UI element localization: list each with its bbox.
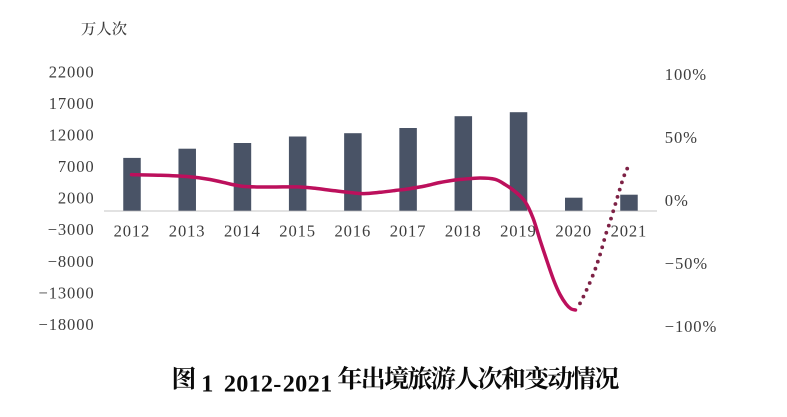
svg-text:2012-: 2012- [224,370,282,397]
svg-text:2021: 2021 [283,370,333,397]
svg-text:−8000: −8000 [48,252,95,271]
svg-text:2015: 2015 [279,222,316,241]
svg-text:−100%: −100% [665,317,717,336]
svg-text:50%: 50% [665,128,698,147]
svg-text:−50%: −50% [665,254,708,273]
svg-text:2019: 2019 [500,222,537,241]
svg-text:−3000: −3000 [48,220,95,239]
svg-text:2000: 2000 [58,189,95,208]
svg-text:1: 1 [201,370,213,397]
svg-text:2020: 2020 [555,222,592,241]
svg-text:22000: 22000 [49,63,95,82]
svg-text:2017: 2017 [390,222,427,241]
svg-text:2012: 2012 [114,222,151,241]
svg-text:−13000: −13000 [39,283,95,302]
svg-text:100%: 100% [665,65,707,84]
svg-text:17000: 17000 [49,94,95,113]
svg-text:2013: 2013 [169,222,206,241]
svg-text:−18000: −18000 [39,315,95,334]
svg-text:7000: 7000 [58,157,95,176]
svg-text:0%: 0% [665,191,689,210]
svg-text:2016: 2016 [335,222,372,241]
svg-text:2014: 2014 [224,222,261,241]
svg-text:12000: 12000 [49,126,95,145]
svg-text:2018: 2018 [445,222,482,241]
svg-text:2021: 2021 [611,222,648,241]
